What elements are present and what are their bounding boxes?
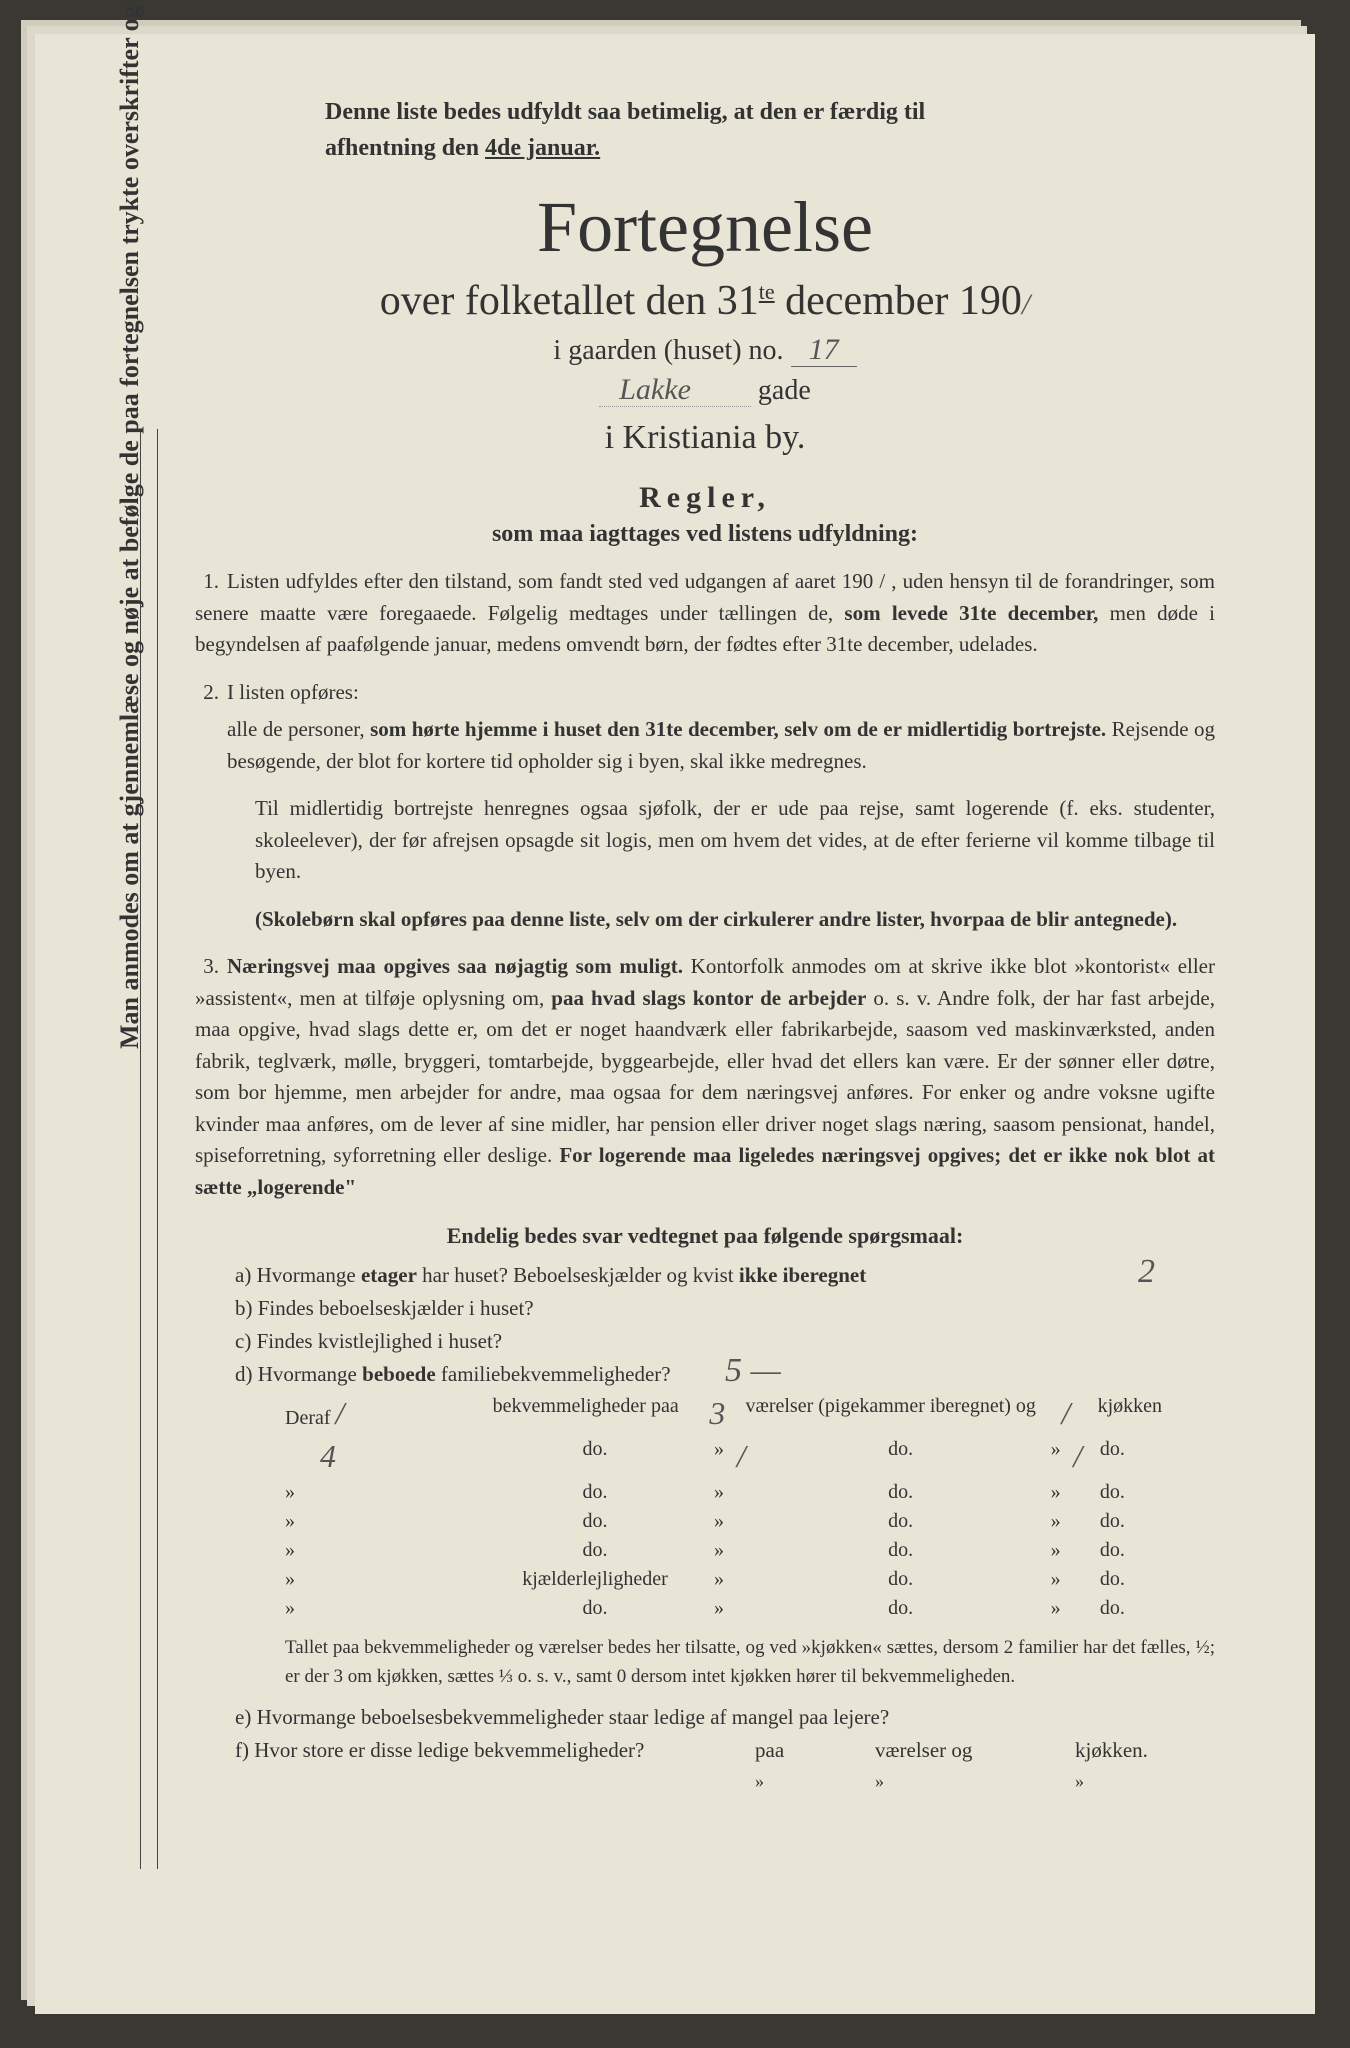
rules-heading: Regler, xyxy=(195,481,1215,515)
city-line: i Kristiania by. xyxy=(195,419,1215,457)
deraf-mid1: bekvemmeligheder paa xyxy=(493,1395,710,1432)
qf-paa: paa xyxy=(755,1738,875,1763)
deraf-row-7: »do.»do.»do. xyxy=(285,1597,1215,1620)
street-name-value: Lakke xyxy=(599,373,751,407)
deraf-end: kjøkken xyxy=(1098,1395,1215,1432)
deraf-row-4: »do.»do.»do. xyxy=(285,1510,1215,1533)
subtitle: over folketallet den 31te december 190/ xyxy=(195,277,1215,325)
do-3: do. xyxy=(1100,1438,1215,1475)
do-r7-1: do. xyxy=(489,1597,702,1620)
rule-2-intro: 2. I listen opføres: xyxy=(195,677,1215,709)
r1-c: / xyxy=(1062,1395,1098,1432)
deraf-mid2: værelser (pigekammer iberegnet) og xyxy=(745,1395,1061,1432)
rule-2-pre: alle de personer, xyxy=(227,717,370,741)
qf-kjok: kjøkken. xyxy=(1075,1738,1148,1763)
question-f-sub: »»» xyxy=(235,1771,1215,1792)
top-note-line2: afhentning den xyxy=(325,135,485,161)
do-r5-1: do. xyxy=(489,1539,702,1562)
do-2: do. xyxy=(763,1438,1038,1475)
rule-3-body2: o. s. v. Andre folk, der har fast arbejd… xyxy=(195,986,1215,1168)
rule-1-bold: som levede 31te december, xyxy=(844,601,1098,625)
deraf-label: Deraf / xyxy=(285,1395,493,1432)
rule-number-2: 2. xyxy=(195,677,219,709)
rule-1: 1.Listen udfyldes efter den tilstand, so… xyxy=(195,566,1215,661)
top-note: Denne liste bedes udfyldt saa betimelig,… xyxy=(325,94,1215,166)
rules-subheading: som maa iagttages ved listens udfyldning… xyxy=(195,521,1215,548)
small-note: Tallet paa bekvemmeligheder og værelser … xyxy=(285,1634,1215,1691)
vertical-rule-2 xyxy=(157,429,158,1869)
do-r3-3: do. xyxy=(1100,1481,1215,1504)
qd-answer: 5 — xyxy=(725,1352,781,1390)
do-r4-3: do. xyxy=(1100,1510,1215,1533)
qd-bold: beboede xyxy=(362,1362,436,1386)
do-r5-2: do. xyxy=(763,1539,1038,1562)
census-form-page: Man anmodes om at gjennemlæse og nøje at… xyxy=(35,34,1315,2014)
subtitle-pre: over folketallet den 31 xyxy=(380,278,759,324)
deraf-row-5: »do.»do.»do. xyxy=(285,1539,1215,1562)
main-title: Fortegnelse xyxy=(195,186,1215,269)
qd-pre: d) Hvormange xyxy=(235,1362,362,1386)
r2-b: / xyxy=(737,1438,764,1475)
qa-pre: a) Hvormange xyxy=(235,1263,361,1287)
subtitle-sup: te xyxy=(759,279,775,304)
qa-end: har huset? Beboelseskjælder og kvist xyxy=(417,1263,739,1287)
r1-a: / xyxy=(336,1395,345,1432)
question-a: a) Hvormange etager har huset? Beboelses… xyxy=(235,1263,1215,1288)
do-r3-2: do. xyxy=(763,1481,1038,1504)
question-b: b) Findes beboelseskjælder i huset? xyxy=(235,1296,1215,1321)
rule-2-bold: som hørte hjemme i huset den 31te decemb… xyxy=(370,717,1106,741)
question-c: c) Findes kvistlejlighed i huset? xyxy=(235,1329,1215,1354)
rule-number-3: 3. xyxy=(195,951,219,983)
rule-number-1: 1. xyxy=(195,566,219,598)
do-r3-1: do. xyxy=(489,1481,702,1504)
do-r7-2: do. xyxy=(763,1597,1038,1620)
qa-bold2: ikke iberegnet xyxy=(739,1263,866,1287)
qa-answer: 2 xyxy=(1138,1253,1155,1291)
vertical-instruction-text: Man anmodes om at gjennemlæse og nøje at… xyxy=(115,0,145,1049)
rule-3-bold-mid: paa hvad slags kontor de arbejder xyxy=(551,986,866,1010)
gade-label: gade xyxy=(758,375,811,406)
qd-end: familiebekvemmeligheder? xyxy=(436,1362,671,1386)
do-rk-3: do. xyxy=(1100,1568,1215,1591)
deraf-row-2: » 4 do. » / do. » / do. xyxy=(285,1438,1215,1475)
question-f: f) Hvor store er disse ledige bekvemmeli… xyxy=(235,1738,1215,1763)
question-d: d) Hvormange beboede familiebekvemmeligh… xyxy=(235,1362,1215,1387)
questions-header: Endelig bedes svar vedtegnet paa følgend… xyxy=(195,1223,1215,1249)
qf-vaer: værelser og xyxy=(875,1738,1075,1763)
qa-bold: etager xyxy=(361,1263,417,1287)
question-e: e) Hvormange beboelsesbekvemmeligheder s… xyxy=(235,1705,1215,1730)
do-rk-2: do. xyxy=(763,1568,1038,1591)
rule-2-para3: (Skolebørn skal opføres paa denne liste,… xyxy=(255,904,1215,936)
rule-2-intro-text: I listen opføres: xyxy=(227,680,359,704)
do-r7-3: do. xyxy=(1100,1597,1215,1620)
gaarden-label: i gaarden (huset) no. xyxy=(553,335,783,366)
street-line: Lakke gade xyxy=(195,373,1215,407)
do-1: do. xyxy=(489,1438,702,1475)
subtitle-post: december 190 xyxy=(775,278,1022,324)
rule-2-body: alle de personer, som hørte hjemme i hus… xyxy=(227,714,1215,777)
do-r4-2: do. xyxy=(763,1510,1038,1533)
rule-2-para2: Til midlertidig bortrejste henregnes ogs… xyxy=(255,793,1215,888)
r1-b: 3 xyxy=(709,1395,745,1432)
kjaelder-label: kjælderlejligheder xyxy=(489,1568,702,1591)
r2-c: / xyxy=(1073,1438,1100,1475)
top-note-date: 4de januar. xyxy=(485,135,600,161)
do-r5-3: do. xyxy=(1100,1539,1215,1562)
qf-text: f) Hvor store er disse ledige bekvemmeli… xyxy=(235,1738,755,1763)
year-handwritten: / xyxy=(1022,288,1030,321)
do-r4-1: do. xyxy=(489,1510,702,1533)
deraf-row-kjaelder: »kjælderlejligheder»do.»do. xyxy=(285,1568,1215,1591)
r2-a: 4 xyxy=(320,1438,336,1475)
house-number-value: 17 xyxy=(791,333,857,367)
house-number-line: i gaarden (huset) no. 17 xyxy=(195,333,1215,367)
top-note-line1: Denne liste bedes udfyldt saa betimelig,… xyxy=(325,99,925,125)
deraf-row-3: »do.»do.»do. xyxy=(285,1481,1215,1504)
deraf-row-1: Deraf / bekvemmeligheder paa 3 værelser … xyxy=(285,1395,1215,1432)
rule-3: 3. Næringsvej maa opgives saa nøjagtig so… xyxy=(195,951,1215,1203)
rule-3-bold-start: Næringsvej maa opgives saa nøjagtig som … xyxy=(227,954,683,978)
